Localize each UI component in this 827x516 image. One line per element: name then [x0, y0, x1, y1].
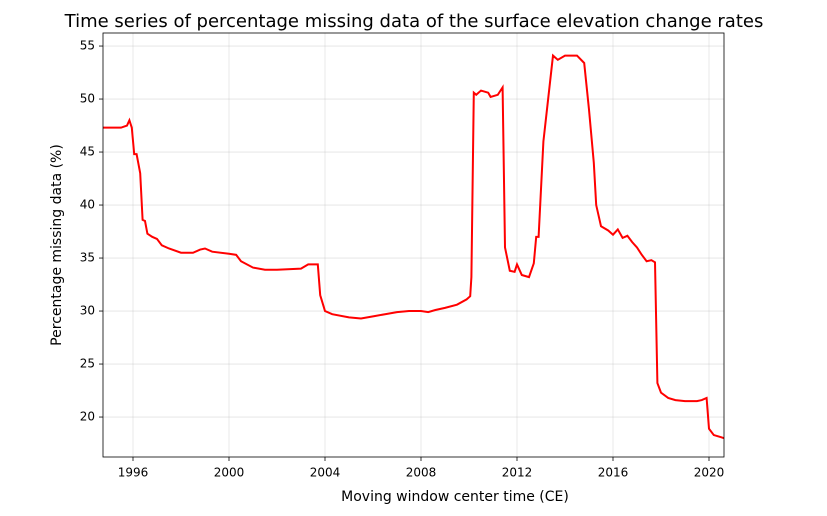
- plot-frame: [102, 32, 725, 458]
- x-tick-label: 2008: [406, 466, 437, 480]
- y-tick-label: 50: [80, 92, 95, 106]
- x-tick-label: 2012: [502, 466, 533, 480]
- data-line: [103, 53, 724, 440]
- y-tick-label: 35: [80, 251, 95, 265]
- y-tick-label: 25: [80, 357, 95, 371]
- y-axis-label: Percentage missing data (%): [49, 144, 65, 346]
- y-tick-label: 45: [80, 145, 95, 159]
- y-tick-label: 30: [80, 304, 95, 318]
- x-tick-label: 2016: [598, 466, 629, 480]
- x-tick-label: 1996: [118, 466, 149, 480]
- x-tick-label: 2000: [214, 466, 245, 480]
- y-tick-label: 40: [80, 198, 95, 212]
- y-tick-label: 20: [80, 410, 95, 424]
- chart-title: Time series of percentage missing data o…: [64, 11, 764, 32]
- y-tick-label: 55: [80, 39, 95, 53]
- x-tick-label: 2020: [694, 466, 725, 480]
- x-axis-label: Moving window center time (CE): [341, 489, 569, 505]
- x-tick-label: 2004: [310, 466, 341, 480]
